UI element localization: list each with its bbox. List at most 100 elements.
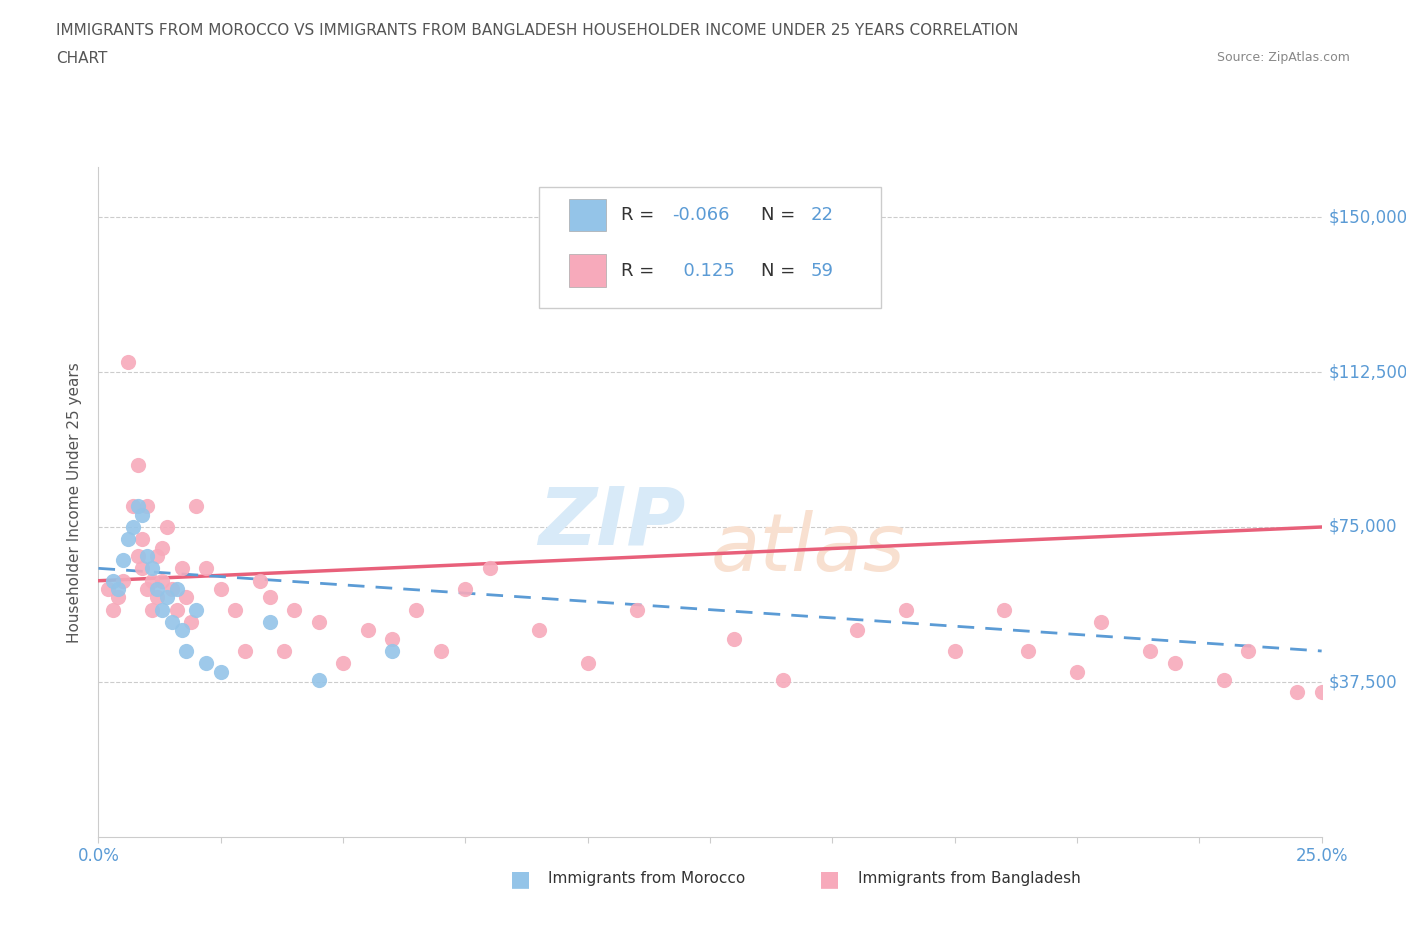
Text: $37,500: $37,500 (1329, 673, 1398, 691)
Text: 0.125: 0.125 (672, 261, 735, 280)
Text: ■: ■ (510, 869, 530, 889)
Point (170, 623, 193, 638)
Point (381, 631, 404, 646)
Point (845, 623, 868, 638)
Point (772, 672, 794, 687)
Text: Immigrants from Morocco: Immigrants from Morocco (548, 871, 745, 886)
Point (478, 561, 501, 576)
Text: ■: ■ (820, 869, 839, 889)
Point (993, 603, 1015, 618)
Point (405, 603, 427, 618)
Point (249, 573, 271, 588)
Point (454, 581, 477, 596)
Point (273, 644, 295, 658)
Text: -0.066: -0.066 (672, 206, 730, 224)
Point (195, 656, 218, 671)
Point (1017, 644, 1039, 658)
Point (156, 590, 179, 604)
Point (107, 590, 129, 604)
Point (160, 615, 183, 630)
Text: 22: 22 (810, 206, 834, 224)
Text: Immigrants from Bangladesh: Immigrants from Bangladesh (858, 871, 1080, 886)
Point (127, 549, 149, 564)
FancyBboxPatch shape (569, 199, 606, 231)
Point (1310, 684, 1333, 699)
Point (332, 656, 354, 671)
Text: 59: 59 (810, 261, 834, 280)
Point (136, 549, 159, 564)
Point (131, 561, 153, 576)
Point (283, 603, 305, 618)
Point (150, 603, 173, 618)
Point (894, 603, 917, 618)
Point (146, 581, 169, 596)
Point (1066, 664, 1088, 679)
Point (233, 644, 256, 658)
Point (131, 507, 153, 522)
Point (136, 498, 159, 513)
Text: CHART: CHART (56, 51, 108, 66)
Text: ZIP: ZIP (538, 484, 686, 562)
Point (117, 532, 139, 547)
Point (127, 498, 149, 513)
Point (150, 573, 173, 588)
Point (117, 354, 139, 369)
Text: N =: N = (762, 206, 801, 224)
Point (101, 573, 124, 588)
Point (101, 603, 124, 618)
FancyBboxPatch shape (538, 188, 882, 308)
Point (111, 552, 134, 567)
Point (127, 458, 149, 472)
Point (136, 581, 159, 596)
Text: N =: N = (762, 261, 801, 280)
Point (259, 590, 281, 604)
Text: atlas: atlas (710, 510, 905, 588)
Point (97, 581, 120, 596)
Point (626, 603, 648, 618)
Point (180, 615, 202, 630)
Text: Source: ZipAtlas.com: Source: ZipAtlas.com (1216, 51, 1350, 64)
Point (1237, 644, 1260, 658)
Point (209, 664, 232, 679)
Text: IMMIGRANTS FROM MOROCCO VS IMMIGRANTS FROM BANGLADESH HOUSEHOLDER INCOME UNDER 2: IMMIGRANTS FROM MOROCCO VS IMMIGRANTS FR… (56, 23, 1018, 38)
Point (170, 561, 193, 576)
Point (356, 623, 378, 638)
Point (166, 581, 188, 596)
Point (107, 581, 129, 596)
Point (195, 561, 218, 576)
Point (1286, 684, 1309, 699)
Y-axis label: Householder Income Under 25 years: Householder Income Under 25 years (67, 362, 83, 643)
Point (430, 644, 453, 658)
Point (111, 573, 134, 588)
Point (160, 581, 183, 596)
Text: R =: R = (620, 206, 659, 224)
Point (146, 549, 169, 564)
Point (186, 603, 208, 618)
Point (141, 573, 163, 588)
Point (1212, 672, 1234, 687)
Point (1139, 644, 1161, 658)
Point (308, 615, 330, 630)
Point (141, 603, 163, 618)
Text: $150,000: $150,000 (1329, 208, 1406, 226)
Point (723, 631, 745, 646)
Point (1090, 615, 1112, 630)
Point (1164, 656, 1187, 671)
Point (576, 656, 599, 671)
Point (121, 498, 143, 513)
Point (224, 603, 246, 618)
Text: R =: R = (620, 261, 659, 280)
Point (176, 644, 198, 658)
Point (381, 644, 404, 658)
Text: $112,500: $112,500 (1329, 363, 1406, 381)
Point (259, 615, 281, 630)
Point (131, 532, 153, 547)
FancyBboxPatch shape (569, 255, 606, 286)
Point (121, 520, 143, 535)
Point (209, 581, 232, 596)
Point (186, 498, 208, 513)
Point (176, 590, 198, 604)
Point (141, 561, 163, 576)
Text: $75,000: $75,000 (1329, 518, 1398, 536)
Point (308, 672, 330, 687)
